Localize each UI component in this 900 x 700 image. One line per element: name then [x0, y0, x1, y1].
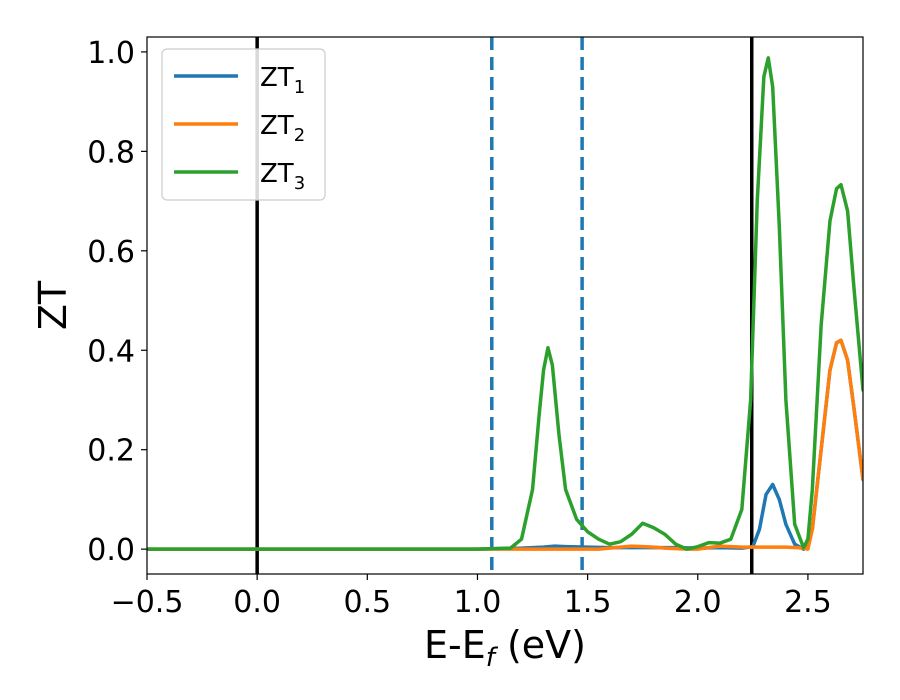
legend-box	[161, 48, 326, 201]
y-tick-label: 0.6	[87, 235, 135, 270]
y-tick-label: 0.8	[87, 135, 135, 170]
legend-label-sub: 2	[294, 125, 305, 146]
x-axis-label-main: E-E	[424, 623, 486, 667]
legend-label-main: ZT	[260, 159, 294, 189]
legend-label-main: ZT	[260, 63, 294, 93]
x-axis-label-unit: (eV)	[495, 623, 586, 667]
series-line-zt3	[147, 56, 863, 551]
y-axis-label: ZT	[31, 280, 75, 330]
series-line-zt1	[147, 338, 863, 551]
y-tick-label: 0.4	[87, 334, 135, 369]
axes-layer: ZT E-Ef (eV) −0.5 0.0 0.5 1.0 1.5 2.0 2.5 0.0 0.…	[31, 36, 864, 673]
legend-label-sub: 3	[294, 173, 305, 194]
plot-frame	[146, 36, 864, 575]
y-tick-label: 1.0	[87, 36, 135, 71]
y-tick-label: 0.2	[87, 434, 135, 469]
legend-label-sub: 1	[294, 77, 305, 98]
x-tick-label: 2.0	[674, 585, 722, 620]
legend-label-zt3: ZT3	[260, 159, 305, 194]
legend-label-main: ZT	[260, 111, 294, 141]
series-line-zt2	[147, 338, 863, 551]
x-tick-label: −0.5	[111, 585, 184, 620]
legend-label-zt2: ZT2	[260, 111, 305, 146]
legend-label-zt1: ZT1	[260, 63, 305, 98]
x-tick-label: 1.5	[564, 585, 612, 620]
x-axis-label: E-Ef (eV)	[424, 623, 586, 673]
x-tick-label: 2.5	[784, 585, 832, 620]
x-tick-label: 1.0	[454, 585, 502, 620]
plot-layer	[147, 37, 863, 574]
x-tick-label: 0.5	[343, 585, 391, 620]
x-tick-label: 0.0	[233, 585, 281, 620]
y-tick-label: 0.0	[87, 533, 135, 568]
